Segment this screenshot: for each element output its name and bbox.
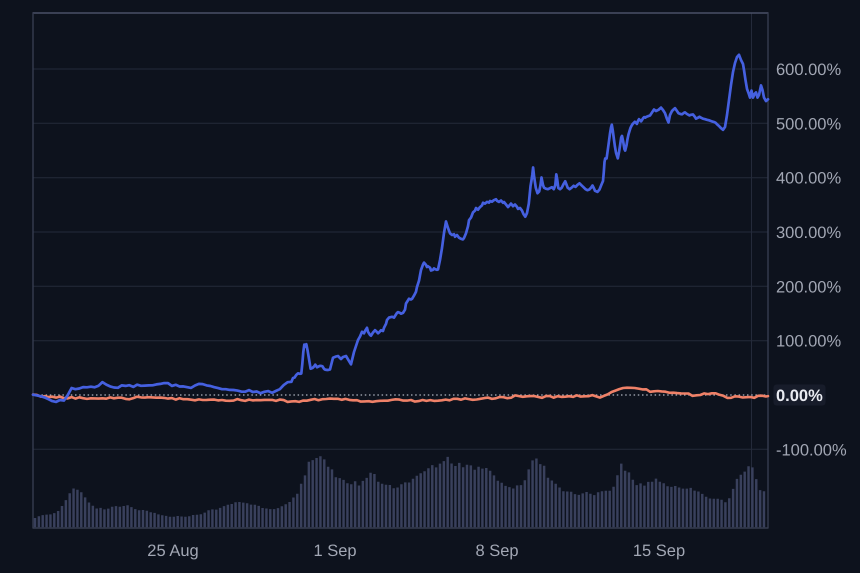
svg-text:25 Aug: 25 Aug: [147, 542, 198, 560]
svg-text:0.00%: 0.00%: [776, 387, 823, 405]
svg-text:600.00%: 600.00%: [776, 61, 841, 79]
svg-text:200.00%: 200.00%: [776, 278, 841, 296]
svg-text:400.00%: 400.00%: [776, 170, 841, 188]
svg-text:-100.00%: -100.00%: [776, 441, 847, 459]
svg-text:300.00%: 300.00%: [776, 224, 841, 242]
svg-text:8 Sep: 8 Sep: [475, 542, 518, 560]
svg-text:1 Sep: 1 Sep: [313, 542, 356, 560]
svg-text:100.00%: 100.00%: [776, 333, 841, 351]
svg-text:500.00%: 500.00%: [776, 115, 841, 133]
svg-text:15 Sep: 15 Sep: [633, 542, 685, 560]
